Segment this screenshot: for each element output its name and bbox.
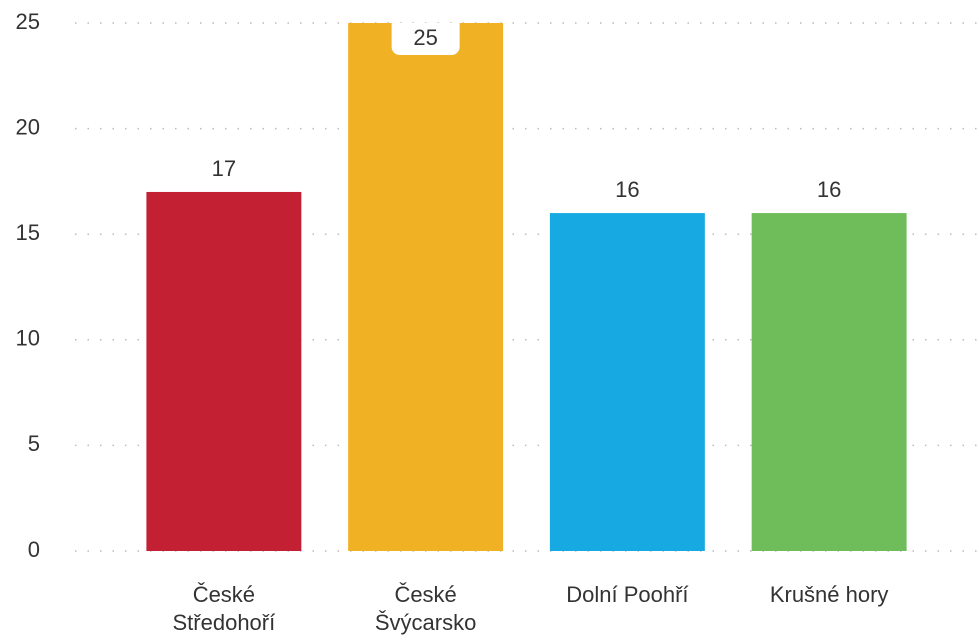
y-tick-label: 0: [28, 537, 40, 562]
y-tick-label: 10: [16, 326, 40, 351]
y-tick-label: 5: [28, 431, 40, 456]
value-label: 16: [817, 177, 841, 202]
x-tick-label: České Švýcarsko: [374, 582, 477, 635]
y-tick-label: 15: [16, 220, 40, 245]
value-label-box: [391, 23, 460, 55]
bar: [348, 23, 504, 551]
value-label: 17: [212, 156, 236, 181]
y-tick-label: 25: [16, 9, 40, 34]
x-tick-label: Krušné hory: [769, 582, 889, 607]
value-label: 16: [615, 177, 639, 202]
bar: [146, 191, 302, 551]
bar: [549, 213, 705, 551]
y-tick-label: 20: [16, 114, 40, 139]
value-label: 25: [413, 25, 437, 50]
bar: [751, 213, 907, 551]
x-tick-label: Dolní Poohří: [566, 582, 689, 607]
x-tick-label: České Středohoří: [172, 582, 276, 635]
